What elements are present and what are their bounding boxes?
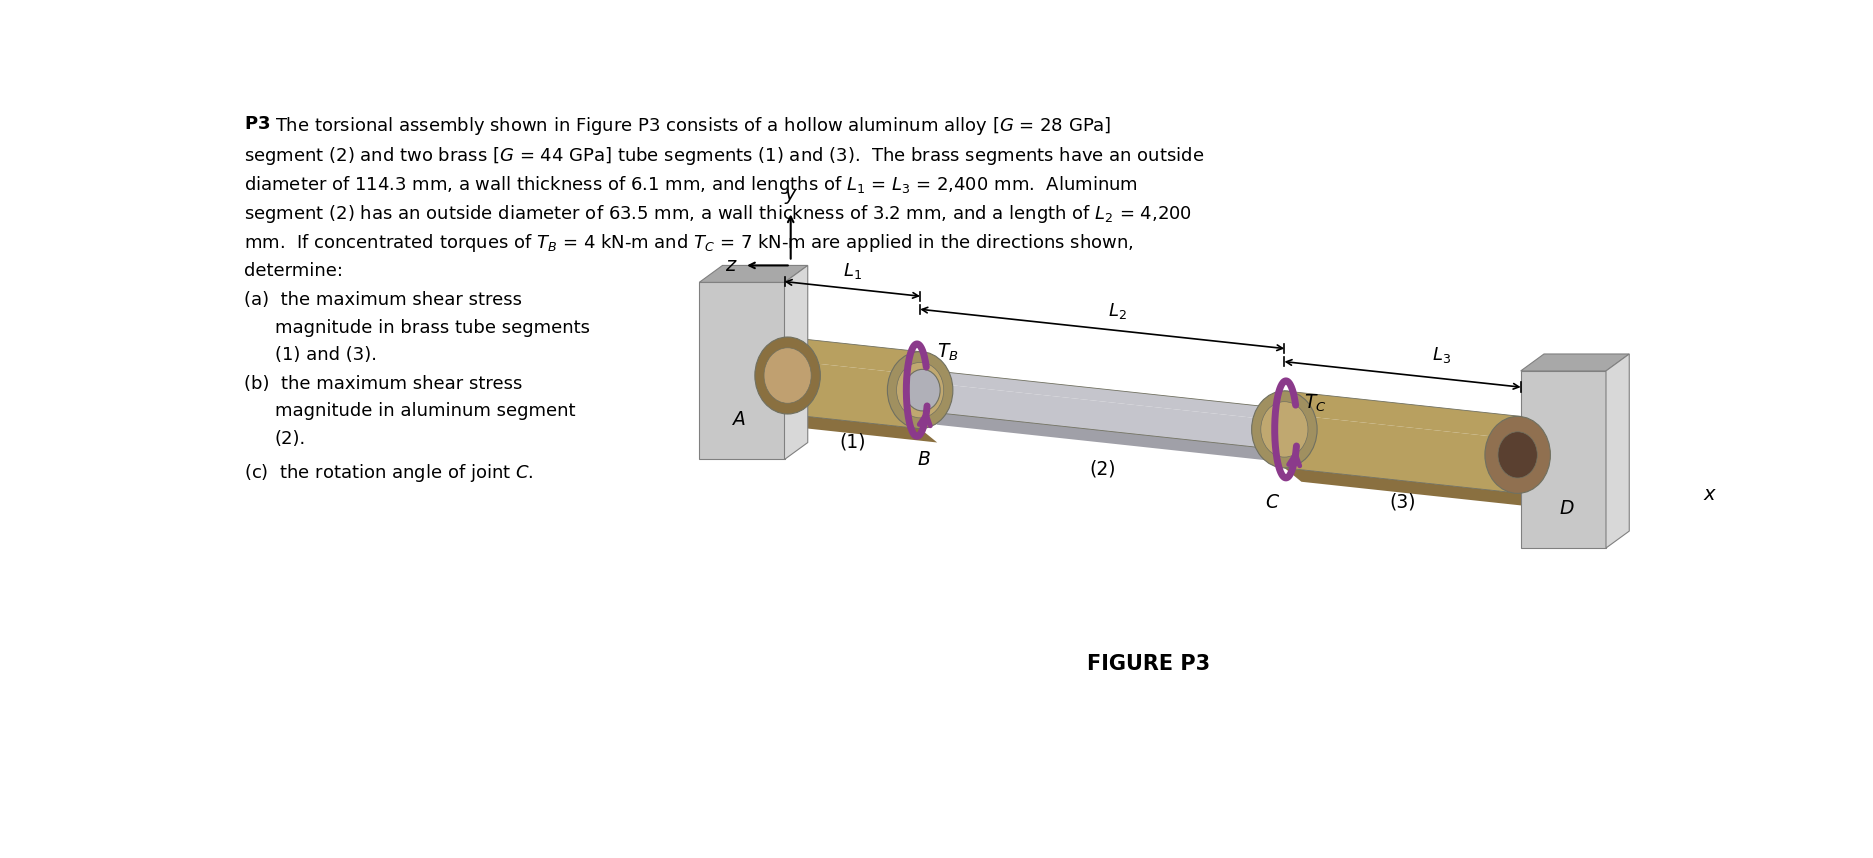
Text: $\mathbf{P3}$: $\mathbf{P3}$ [243, 115, 270, 133]
Polygon shape [785, 360, 920, 429]
Polygon shape [1283, 468, 1538, 507]
Text: (c)  the rotation angle of joint $C$.: (c) the rotation angle of joint $C$. [243, 462, 532, 484]
Text: $T_C$: $T_C$ [1304, 393, 1326, 414]
Text: $C$: $C$ [1264, 492, 1279, 511]
Polygon shape [920, 382, 1283, 450]
Text: (1): (1) [839, 433, 865, 452]
Text: $L_2$: $L_2$ [1107, 301, 1126, 321]
Ellipse shape [1497, 432, 1536, 478]
Ellipse shape [1261, 402, 1307, 457]
Polygon shape [699, 282, 785, 460]
Polygon shape [785, 337, 920, 375]
Ellipse shape [1251, 391, 1317, 468]
Polygon shape [699, 265, 807, 282]
Text: (2).: (2). [275, 430, 305, 448]
Text: $D$: $D$ [1558, 498, 1573, 517]
Text: diameter of 114.3 mm, a wall thickness of 6.1 mm, and lengths of $L_1$ = $L_3$ =: diameter of 114.3 mm, a wall thickness o… [243, 174, 1137, 196]
Text: (3): (3) [1388, 492, 1416, 511]
Text: $z$: $z$ [725, 256, 738, 275]
Text: $x$: $x$ [1703, 485, 1716, 504]
Text: (2): (2) [1088, 460, 1114, 479]
Polygon shape [1519, 354, 1628, 371]
Text: $T_B$: $T_B$ [936, 341, 959, 363]
Text: $L_1$: $L_1$ [843, 261, 862, 281]
Polygon shape [1283, 391, 1519, 439]
Text: (a)  the maximum shear stress: (a) the maximum shear stress [243, 291, 521, 309]
Polygon shape [1605, 354, 1628, 548]
Text: (b)  the maximum shear stress: (b) the maximum shear stress [243, 375, 523, 393]
Text: $y$: $y$ [783, 187, 798, 206]
Text: $A$: $A$ [730, 410, 745, 429]
Text: segment (2) and two brass [$G$ = 44 GPa] tube segments (1) and (3).  The brass s: segment (2) and two brass [$G$ = 44 GPa]… [243, 144, 1202, 166]
Ellipse shape [905, 369, 940, 411]
Polygon shape [920, 369, 1283, 421]
Ellipse shape [755, 337, 820, 414]
Polygon shape [785, 265, 807, 460]
Text: FIGURE P3: FIGURE P3 [1086, 654, 1210, 674]
Text: segment (2) has an outside diameter of 63.5 mm, a wall thickness of 3.2 mm, and : segment (2) has an outside diameter of 6… [243, 203, 1191, 225]
Polygon shape [920, 411, 1300, 464]
Ellipse shape [888, 352, 951, 429]
Text: magnitude in brass tube segments: magnitude in brass tube segments [275, 318, 590, 336]
Text: determine:: determine: [243, 262, 343, 280]
Text: $B$: $B$ [916, 450, 931, 469]
Ellipse shape [1483, 416, 1549, 493]
Polygon shape [1283, 414, 1519, 493]
Text: mm.  If concentrated torques of $T_B$ = 4 kN-m and $T_C$ = 7 kN-m are applied in: mm. If concentrated torques of $T_B$ = 4… [243, 233, 1133, 254]
Polygon shape [1519, 371, 1605, 548]
Ellipse shape [764, 347, 811, 403]
Text: (1) and (3).: (1) and (3). [275, 347, 376, 365]
Text: magnitude in aluminum segment: magnitude in aluminum segment [275, 402, 575, 420]
Ellipse shape [895, 362, 944, 418]
Text: The torsional assembly shown in Figure P3 consists of a hollow aluminum alloy [$: The torsional assembly shown in Figure P… [275, 115, 1111, 137]
Polygon shape [785, 414, 936, 443]
Text: $L_3$: $L_3$ [1431, 345, 1450, 366]
